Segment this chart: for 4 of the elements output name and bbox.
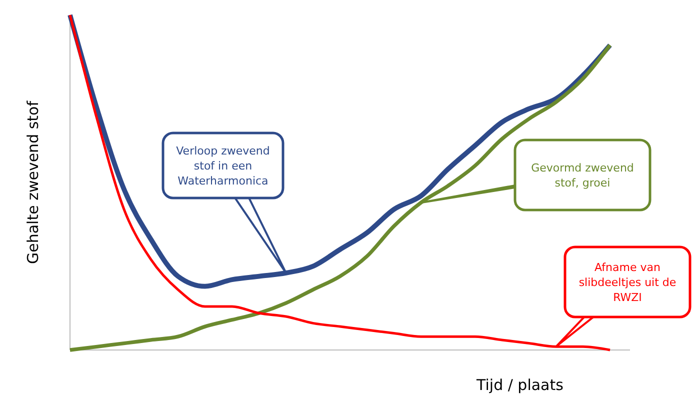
- text: Gevormd zwevend stof, groei: [531, 162, 634, 190]
- x-axis-title: Tijd / plaats: [476, 376, 564, 394]
- text: Verloop zwevend stof in een Waterharmonica: [176, 144, 270, 188]
- y-axis-title: Gehalte zwevend stof: [24, 100, 42, 264]
